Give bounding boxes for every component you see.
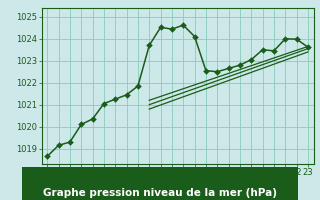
Text: Graphe pression niveau de la mer (hPa): Graphe pression niveau de la mer (hPa) — [43, 188, 277, 198]
